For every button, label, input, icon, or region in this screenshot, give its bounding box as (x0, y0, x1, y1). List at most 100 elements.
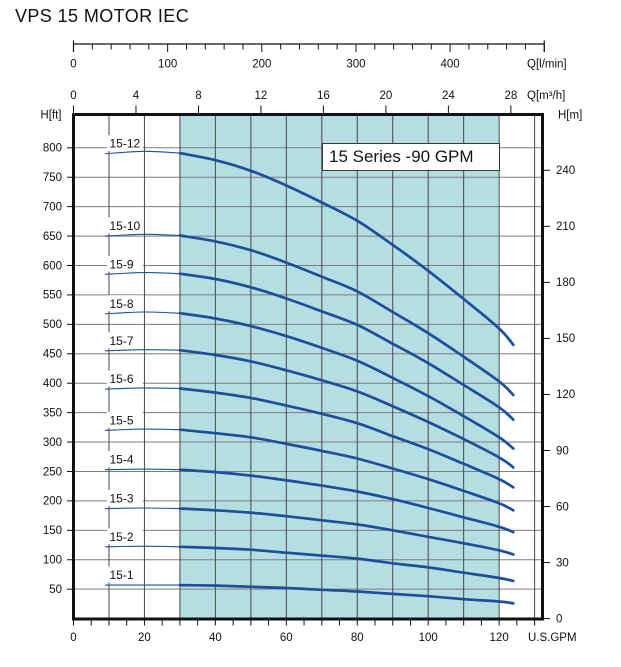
curve-label-15-1: 15-1 (110, 568, 134, 582)
vertical-gridlines (108, 114, 536, 619)
pump-curve-15-1 (178, 583, 515, 605)
axis-frame (72, 113, 544, 621)
m3h-axis: 0 4 8 12 16 20 24 28 Q[m³/h] (70, 90, 565, 113)
hft-axis-unit: H[ft] (40, 110, 61, 122)
curve-label-box-15-8 (107, 295, 143, 312)
pump-curve-15-4 (178, 468, 515, 534)
hm-tick-label: 210 (556, 221, 575, 233)
series-duty-label: 15 Series -90 GPM (329, 147, 474, 166)
curve-label-box-15-7 (107, 332, 143, 349)
pump-curve-15-3 (178, 507, 515, 556)
page-title: VPS 15 MOTOR IEC (15, 6, 190, 26)
curve-label-box-15-6 (107, 370, 143, 387)
hm-tick-label: 30 (556, 557, 569, 569)
lmin-ruler: 0 100 200 300 400 Q[l/min] (70, 40, 567, 71)
lmin-tick-label: 300 (346, 59, 365, 71)
gpm-tick-label: 100 (419, 632, 438, 644)
m3h-tick-label: 20 (380, 90, 393, 102)
curve-label-box-15-2 (107, 528, 143, 545)
lmin-tick-label: 400 (441, 59, 460, 71)
curve-label-box-15-5 (107, 411, 143, 428)
pump-curve-15-8-lead (104, 311, 181, 315)
hft-tick-label: 150 (43, 525, 62, 537)
curve-label-box-15-1 (107, 566, 143, 583)
m3h-axis-unit: Q[m³/h] (527, 90, 565, 102)
pump-curve-15-2-lead (104, 545, 181, 548)
m3h-tick-label: 0 (70, 90, 76, 102)
pump-curve-15-2 (178, 545, 515, 583)
curve-label-15-8: 15-8 (110, 297, 134, 311)
m3h-tick-label: 24 (442, 90, 455, 102)
hm-tick-label: 240 (556, 165, 575, 177)
pump-curve-15-7-lead (104, 349, 181, 352)
hft-tick-label: 400 (43, 378, 62, 390)
hm-axis: 0 30 60 90 120 150 180 210 240 H[m] (544, 110, 582, 625)
m3h-tick-label: 12 (255, 90, 268, 102)
curve-labels: 15-12 15-10 15-9 15-8 15-7 15-6 15-5 15-4 15-3 15… (107, 135, 143, 583)
pump-curve-15-9 (178, 272, 515, 422)
curve-label-15-2: 15-2 (110, 530, 134, 544)
curve-label-15-4: 15-4 (110, 453, 134, 467)
hft-tick-label: 200 (43, 496, 62, 508)
pump-curve-15-12 (178, 151, 515, 347)
pump-curve-15-10 (178, 234, 515, 397)
hft-tick-label: 600 (43, 260, 62, 272)
hft-tick-label: 450 (43, 349, 62, 361)
gpm-tick-label: 80 (351, 632, 364, 644)
pump-curve-15-5 (178, 428, 515, 512)
gpm-tick-label: 120 (490, 632, 509, 644)
pump-curve-15-8 (178, 311, 515, 450)
curve-label-15-7: 15-7 (110, 334, 134, 348)
hm-tick-label: 120 (556, 389, 575, 401)
m3h-tick-label: 8 (195, 90, 201, 102)
pump-curve-15-10-lead (104, 233, 181, 237)
lmin-tick-label: 100 (158, 59, 177, 71)
pump-curve-15-12-lead (104, 150, 181, 155)
hm-axis-unit: H[m] (558, 110, 582, 122)
curve-label-15-10: 15-10 (110, 219, 141, 233)
pump-curve-15-7 (178, 348, 515, 469)
hft-tick-label: 800 (43, 143, 62, 155)
hm-tick-label: 180 (556, 277, 575, 289)
lmin-tick-label: 200 (252, 59, 271, 71)
hft-tick-label: 750 (43, 172, 62, 184)
curve-label-15-9: 15-9 (110, 257, 134, 271)
curve-label-15-5: 15-5 (110, 413, 134, 427)
curve-label-box-15-4 (107, 451, 143, 468)
series-duty-label-box: 15 Series -90 GPM (322, 143, 500, 171)
pump-curve-15-6 (178, 387, 515, 489)
hft-tick-label: 700 (43, 201, 62, 213)
m3h-tick-label: 16 (317, 90, 330, 102)
gpm-tick-label: 40 (209, 632, 222, 644)
hm-tick-label: 60 (556, 501, 569, 513)
hft-tick-label: 550 (43, 290, 62, 302)
curve-label-box-15-12 (107, 135, 143, 152)
hft-tick-label: 650 (43, 231, 62, 243)
curve-label-15-6: 15-6 (110, 372, 134, 386)
curve-label-box-15-3 (107, 490, 143, 507)
hft-tick-label: 250 (43, 466, 62, 478)
duty-range-shading (179, 113, 500, 619)
pump-curve-15-5-lead (104, 428, 181, 431)
curve-label-15-3: 15-3 (110, 492, 134, 506)
hft-tick-label: 300 (43, 437, 62, 449)
gpm-axis: 0 20 40 60 80 100 120 U.S.GPM (70, 620, 577, 644)
hft-tick-label: 500 (43, 319, 62, 331)
gpm-tick-label: 0 (70, 632, 76, 644)
pump-curve-15-3-lead (104, 507, 181, 510)
hft-axis: 50 100 150 200 250 300 350 400 450 500 550 600 650 70… (40, 110, 72, 596)
gpm-tick-label: 20 (138, 632, 151, 644)
lmin-tick-label: 0 (70, 59, 76, 71)
hm-tick-label: 90 (556, 445, 569, 457)
pump-curve-15-9-lead (104, 272, 181, 275)
lmin-axis-unit: Q[l/min] (527, 59, 567, 71)
hm-tick-label: 150 (556, 333, 575, 345)
hft-tick-label: 350 (43, 407, 62, 419)
hm-tick-label: 0 (556, 613, 562, 625)
hft-tick-label: 100 (43, 555, 62, 567)
gpm-axis-unit: U.S.GPM (528, 632, 577, 644)
gpm-tick-label: 60 (280, 632, 293, 644)
